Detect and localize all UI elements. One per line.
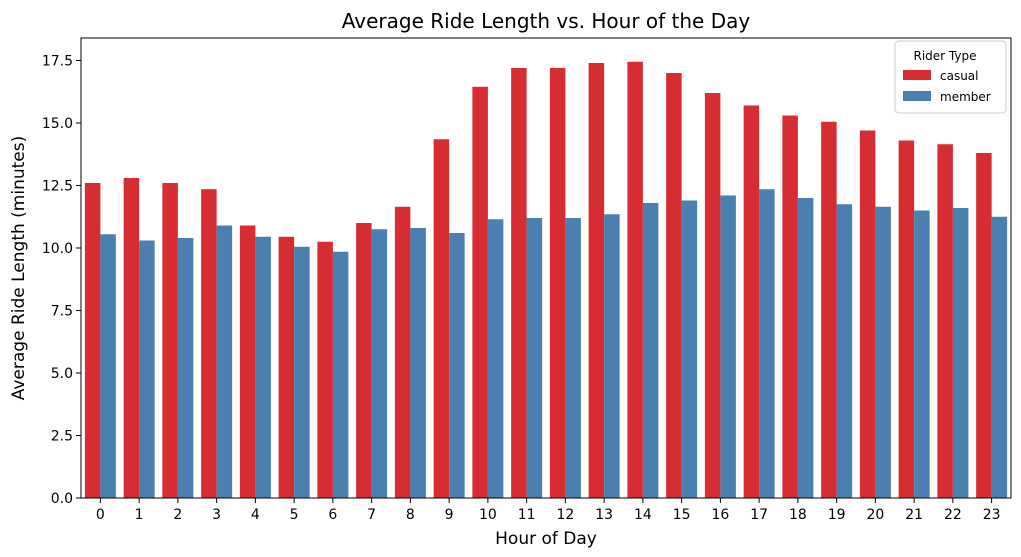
x-tick-label: 1: [135, 507, 144, 523]
bar-casual-hour-3: [201, 189, 217, 498]
x-tick-label: 8: [406, 507, 415, 523]
bar-member-hour-1: [139, 240, 155, 498]
bar-member-hour-21: [914, 210, 930, 498]
x-axis-label: Hour of Day: [495, 529, 597, 549]
x-axis: 0 1 2 3 4 5 6 7 8 9 10 11 12 13 14 15 16 17 18 19 20 21 22 23: [96, 498, 1001, 523]
bar-member-hour-9: [449, 233, 465, 498]
bar-member-hour-13: [604, 214, 620, 498]
x-tick-label: 17: [750, 507, 768, 523]
bar-casual-hour-19: [821, 121, 837, 498]
y-tick-label: 17.5: [42, 54, 73, 70]
bar-casual-hour-17: [743, 105, 760, 498]
x-tick-label: 18: [789, 507, 807, 523]
legend-label-casual: casual: [940, 69, 979, 83]
bar-casual-hour-15: [666, 73, 682, 498]
x-tick-label: 5: [290, 507, 299, 523]
bar-casual-hour-1: [123, 178, 140, 498]
bar-casual-hour-21: [898, 140, 915, 498]
y-tick-label: 7.5: [51, 304, 73, 320]
bar-casual-hour-13: [588, 63, 605, 498]
bar-member-hour-4: [255, 236, 271, 498]
legend-swatch-member: [903, 91, 931, 101]
x-tick-label: 11: [518, 507, 536, 523]
bar-casual-hour-12: [549, 68, 566, 498]
bar-member-hour-7: [371, 229, 388, 498]
bar-casual-hour-14: [627, 61, 643, 498]
bar-casual-hour-23: [976, 153, 992, 498]
y-tick-label: 2.5: [51, 429, 73, 445]
bar-casual-hour-2: [162, 183, 178, 498]
bar-casual-hour-11: [511, 68, 527, 498]
x-tick-label: 15: [673, 507, 691, 523]
bar-casual-hour-4: [239, 225, 256, 498]
y-tick-label: 0.0: [51, 491, 73, 507]
bar-member-hour-5: [294, 246, 310, 498]
legend-label-member: member: [940, 90, 991, 104]
y-tick-label: 15.0: [42, 116, 73, 132]
legend: Rider Type casual member: [894, 40, 1007, 114]
bar-member-hour-0: [100, 234, 116, 498]
legend-swatch-casual: [903, 70, 931, 80]
chart-title: Average Ride Length vs. Hour of the Day: [342, 9, 751, 33]
x-tick-label: 2: [173, 507, 182, 523]
x-tick-label: 9: [445, 507, 454, 523]
x-tick-label: 4: [251, 507, 260, 523]
bar-member-hour-23: [991, 216, 1008, 498]
legend-title: Rider Type: [914, 49, 977, 63]
bar-member-hour-22: [952, 208, 969, 498]
x-tick-label: 20: [866, 507, 884, 523]
bar-member-hour-11: [526, 218, 543, 498]
x-tick-label: 0: [96, 507, 105, 523]
y-axis-label: Average Ride Length (minutes): [9, 136, 29, 401]
bar-casual-hour-10: [472, 86, 488, 498]
bar-casual-hour-9: [433, 139, 450, 498]
bar-member-hour-15: [681, 200, 698, 498]
bar-casual-hour-5: [278, 236, 295, 498]
x-tick-label: 22: [944, 507, 962, 523]
bar-member-hour-17: [759, 189, 775, 498]
bar-member-hour-2: [177, 238, 194, 498]
x-tick-label: 13: [595, 507, 613, 523]
bars-group: [84, 61, 1008, 498]
bar-casual-hour-7: [356, 223, 372, 498]
bar-casual-hour-8: [394, 206, 411, 498]
x-tick-label: 3: [212, 507, 221, 523]
x-tick-label: 10: [479, 507, 497, 523]
bar-member-hour-3: [216, 225, 233, 498]
y-axis: 0.0 2.5 5.0 7.5 10.0 12.5 15.0 17.5: [42, 54, 81, 507]
x-tick-label: 19: [828, 507, 846, 523]
bar-member-hour-6: [332, 251, 349, 498]
bar-member-hour-10: [487, 219, 504, 498]
bar-casual-hour-0: [84, 183, 101, 498]
y-tick-label: 10.0: [42, 241, 73, 257]
bar-member-hour-18: [797, 198, 814, 498]
x-tick-label: 14: [634, 507, 652, 523]
x-tick-label: 12: [556, 507, 574, 523]
x-tick-label: 7: [367, 507, 376, 523]
x-tick-label: 6: [328, 507, 337, 523]
bar-casual-hour-16: [704, 93, 721, 498]
plot-frame: [80, 37, 1012, 499]
bar-member-hour-19: [836, 204, 853, 498]
bar-member-hour-12: [565, 218, 581, 498]
bar-casual-hour-18: [782, 115, 798, 498]
x-tick-label: 23: [983, 507, 1001, 523]
y-tick-label: 5.0: [51, 366, 73, 382]
x-tick-label: 21: [905, 507, 923, 523]
bar-casual-hour-20: [859, 130, 876, 498]
bar-casual-hour-6: [317, 241, 333, 498]
bar-casual-hour-22: [937, 144, 953, 498]
bar-member-hour-14: [642, 203, 659, 498]
x-tick-label: 16: [711, 507, 729, 523]
bar-member-hour-20: [875, 206, 891, 498]
bar-member-hour-8: [410, 228, 426, 498]
y-tick-label: 12.5: [42, 179, 73, 195]
bar-member-hour-16: [720, 195, 736, 498]
